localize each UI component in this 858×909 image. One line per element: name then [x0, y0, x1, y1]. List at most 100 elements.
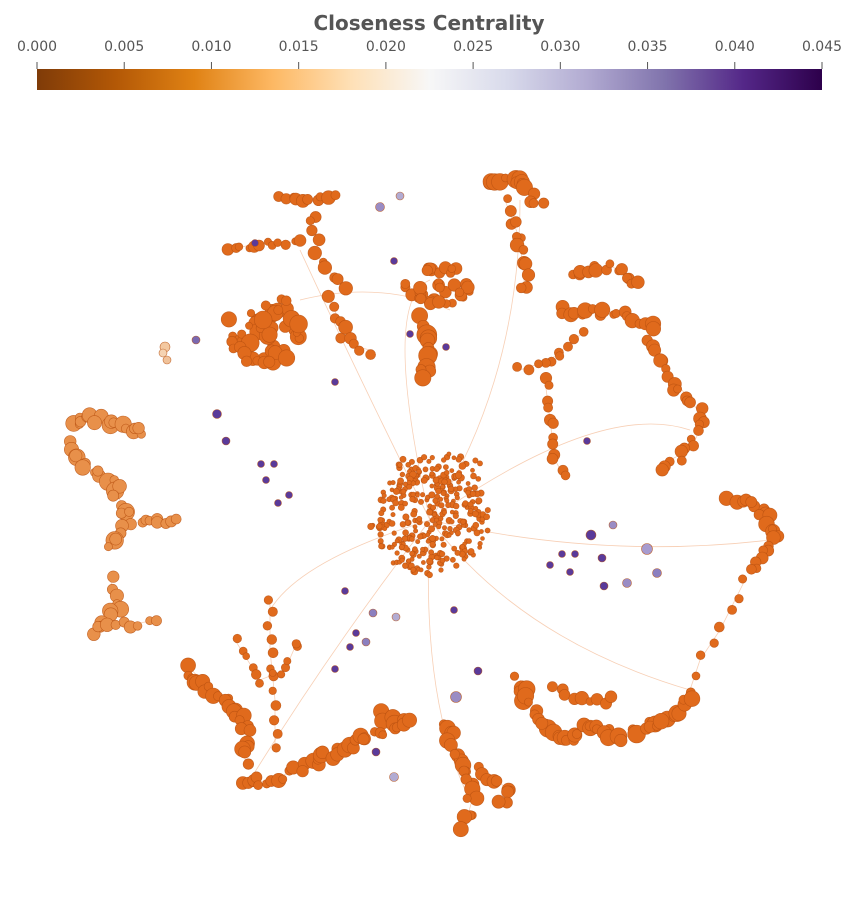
network-node — [348, 338, 359, 349]
network-node — [653, 353, 668, 368]
network-node — [246, 309, 256, 318]
network-node — [394, 550, 400, 556]
network-node — [547, 438, 559, 450]
network-node — [429, 471, 435, 477]
network-node — [260, 300, 271, 311]
colorbar-tick-label: 0.025 — [453, 39, 493, 55]
network-node — [451, 545, 458, 552]
network-node — [92, 465, 104, 477]
network-node — [439, 557, 446, 564]
network-node — [439, 536, 445, 542]
network-node — [262, 621, 273, 631]
network-node — [158, 348, 168, 358]
network-node — [420, 546, 426, 552]
network-node — [354, 345, 365, 356]
network-node — [684, 396, 696, 409]
network-node — [382, 526, 388, 532]
network-node — [402, 529, 409, 537]
network-node — [470, 467, 475, 473]
network-node — [446, 532, 452, 538]
network-node — [467, 501, 474, 508]
network-node — [546, 452, 559, 465]
network-node — [268, 686, 277, 695]
network-node — [460, 518, 467, 525]
network-node — [446, 451, 452, 457]
network-node — [483, 513, 491, 521]
network-node — [534, 359, 543, 369]
network-node — [528, 198, 539, 209]
network-node — [338, 281, 353, 296]
network-edge — [269, 519, 431, 611]
network-node — [262, 476, 270, 484]
network-node — [346, 643, 354, 651]
network-node — [473, 666, 483, 676]
network-node — [331, 378, 339, 386]
network-node — [390, 512, 396, 518]
network-node — [449, 556, 456, 563]
network-node — [454, 495, 460, 501]
network-node — [454, 549, 461, 556]
network-node — [547, 417, 559, 429]
network-node — [398, 544, 405, 550]
network-node — [673, 384, 682, 394]
network-node — [367, 522, 375, 530]
network-node — [442, 464, 449, 470]
network-node — [180, 657, 196, 674]
network-node — [243, 724, 257, 737]
network-node — [267, 606, 278, 617]
network-node — [455, 456, 462, 463]
network-node — [413, 280, 428, 295]
colorbar-gradient — [37, 69, 822, 90]
network-node — [375, 202, 385, 212]
network-node — [410, 510, 418, 518]
network-node — [414, 369, 432, 387]
network-node — [413, 528, 419, 534]
network-node — [220, 311, 237, 328]
network-node — [605, 259, 615, 269]
network-node — [652, 568, 662, 578]
network-nodes — [63, 170, 785, 838]
colorbar-tick-label: 0.010 — [191, 39, 231, 55]
network-node — [420, 560, 426, 565]
colorbar-tick-label: 0.045 — [802, 39, 842, 55]
network-node — [432, 295, 446, 309]
network-node — [426, 564, 432, 570]
network-node — [745, 496, 758, 508]
network-node — [428, 525, 436, 533]
network-node — [109, 532, 122, 546]
network-node — [509, 671, 520, 681]
network-node — [568, 334, 580, 345]
network-node — [397, 477, 404, 485]
network-node — [412, 546, 418, 552]
network-node — [401, 712, 417, 728]
network-node — [305, 216, 315, 226]
network-node — [426, 508, 433, 516]
network-node — [273, 305, 284, 315]
network-node — [608, 520, 618, 530]
network-node — [278, 349, 296, 367]
network-node — [466, 538, 472, 544]
network-node — [317, 260, 333, 275]
network-node — [611, 308, 621, 318]
network-node — [234, 242, 244, 252]
network-node — [578, 326, 589, 337]
network-node — [524, 697, 533, 707]
network-node — [277, 670, 286, 679]
network-node — [380, 497, 387, 504]
network-node — [615, 263, 628, 276]
network-node — [648, 343, 662, 357]
network-node — [713, 621, 725, 633]
network-node — [432, 497, 439, 504]
network-node — [441, 509, 448, 516]
colorbar-tick-label: 0.030 — [540, 39, 580, 55]
network-node — [426, 557, 434, 565]
network-node — [515, 282, 527, 294]
network-node — [399, 557, 405, 563]
network-node — [381, 493, 387, 499]
network-node — [416, 515, 423, 522]
network-node — [266, 634, 277, 645]
network-node — [571, 550, 579, 558]
network-node — [467, 508, 474, 514]
network-node — [452, 821, 469, 838]
